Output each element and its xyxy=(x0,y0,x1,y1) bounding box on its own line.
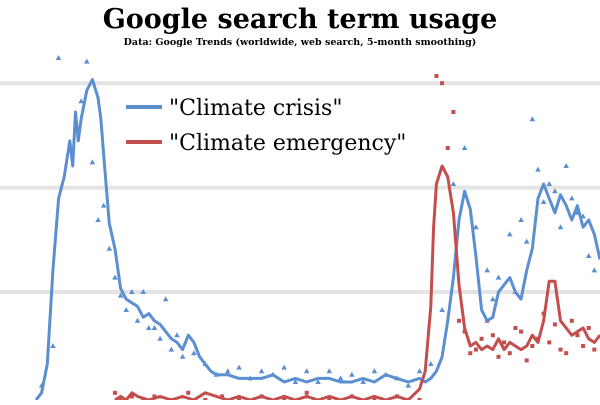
crisis-point-37 xyxy=(349,371,355,377)
crisis-point-66 xyxy=(585,253,592,258)
crisis-point-54 xyxy=(518,217,524,222)
crisis-point-32 xyxy=(292,379,299,384)
crisis-point-58 xyxy=(540,199,547,204)
emergency-point-43 xyxy=(575,333,580,338)
crisis-point-36 xyxy=(337,375,344,381)
emergency-point-30 xyxy=(502,340,507,345)
crisis-point-19 xyxy=(162,296,169,302)
crisis-point-57 xyxy=(535,166,541,172)
emergency-point-40 xyxy=(558,347,563,352)
emergency-point-35 xyxy=(530,344,535,348)
crisis-point-42 xyxy=(405,382,412,388)
crisis-point-17 xyxy=(151,325,158,330)
emergency-point-22 xyxy=(457,318,461,323)
crisis-point-22 xyxy=(179,353,186,359)
emergency-point-46 xyxy=(592,347,597,352)
emergency-point-38 xyxy=(547,340,552,345)
crisis-point-20 xyxy=(168,346,175,352)
crisis-point-55 xyxy=(523,238,530,244)
emergency-point-20 xyxy=(445,146,450,150)
crisis-point-15 xyxy=(140,289,146,294)
emergency-point-0 xyxy=(112,390,117,395)
emergency-point-44 xyxy=(581,344,586,348)
crisis-point-45 xyxy=(439,307,445,312)
crisis-point-59 xyxy=(546,181,553,186)
emergency-point-26 xyxy=(479,336,484,341)
emergency-point-45 xyxy=(586,326,591,330)
crisis-point-31 xyxy=(281,364,287,370)
emergency-point-4 xyxy=(152,394,157,399)
crisis-point-26 xyxy=(224,368,231,374)
emergency-point-42 xyxy=(569,318,574,323)
crisis-point-35 xyxy=(326,368,333,374)
crisis-point-1 xyxy=(50,343,56,348)
series-line-climate-crisis xyxy=(34,78,600,401)
emergency-point-31 xyxy=(507,351,512,356)
crisis-point-60 xyxy=(552,188,558,194)
emergency-point-2 xyxy=(129,394,134,399)
emergency-point-8 xyxy=(220,394,225,399)
crisis-point-8 xyxy=(100,202,107,208)
series-line-climate-emergency xyxy=(114,164,600,402)
crisis-point-10 xyxy=(112,274,118,280)
crisis-point-27 xyxy=(236,364,242,370)
crisis-point-51 xyxy=(495,274,502,280)
crisis-point-63 xyxy=(569,195,575,201)
emergency-point-19 xyxy=(440,81,445,86)
crisis-point-67 xyxy=(591,267,598,273)
emergency-point-6 xyxy=(186,390,191,395)
crisis-point-12 xyxy=(123,307,130,312)
emergency-point-21 xyxy=(451,110,456,114)
chart-title: Google search term usage xyxy=(103,4,498,35)
crisis-point-7 xyxy=(95,217,101,222)
crisis-point-34 xyxy=(315,379,321,384)
emergency-point-34 xyxy=(524,358,529,363)
crisis-point-43 xyxy=(416,368,423,374)
emergency-point-25 xyxy=(473,347,478,352)
crisis-point-44 xyxy=(428,361,434,366)
emergency-point-33 xyxy=(519,329,524,334)
crisis-point-6 xyxy=(89,159,96,165)
emergency-point-28 xyxy=(490,333,495,338)
chart-subtitle: Data: Google Trends (worldwide, web sear… xyxy=(124,37,477,48)
crisis-point-11 xyxy=(117,292,124,298)
emergency-point-18 xyxy=(434,74,439,78)
crisis-point-48 xyxy=(473,224,479,230)
emergency-point-24 xyxy=(468,351,473,356)
crisis-point-16 xyxy=(146,325,152,330)
emergency-point-32 xyxy=(513,326,518,330)
crisis-point-18 xyxy=(157,335,163,341)
legend-label-climate-crisis: "Climate crisis" xyxy=(169,96,342,121)
crisis-point-50 xyxy=(490,296,496,302)
crisis-point-38 xyxy=(360,379,366,384)
crisis-point-2 xyxy=(55,55,62,60)
crisis-point-21 xyxy=(174,332,180,338)
crisis-point-4 xyxy=(78,98,84,104)
crisis-point-56 xyxy=(529,116,536,122)
crisis-point-9 xyxy=(106,245,113,251)
legend: "Climate crisis" "Climate emergency" xyxy=(126,96,406,156)
crisis-point-62 xyxy=(563,163,569,168)
crisis-point-52 xyxy=(506,231,513,237)
series-lines xyxy=(34,78,600,402)
crisis-point-29 xyxy=(258,368,265,374)
crisis-point-33 xyxy=(303,368,310,374)
crisis-point-23 xyxy=(191,350,197,356)
crisis-point-39 xyxy=(371,368,378,374)
crisis-point-14 xyxy=(134,317,141,323)
legend-label-climate-emergency: "Climate emergency" xyxy=(169,131,406,156)
crisis-point-47 xyxy=(461,145,468,150)
crisis-point-49 xyxy=(484,267,490,273)
crisis-point-46 xyxy=(450,181,457,186)
crisis-point-13 xyxy=(129,289,135,294)
crisis-point-61 xyxy=(557,224,564,230)
crisis-point-5 xyxy=(83,58,90,64)
emergency-point-12 xyxy=(304,390,309,395)
emergency-point-29 xyxy=(496,354,501,359)
emergency-point-39 xyxy=(552,322,557,327)
emergency-point-41 xyxy=(564,351,569,356)
